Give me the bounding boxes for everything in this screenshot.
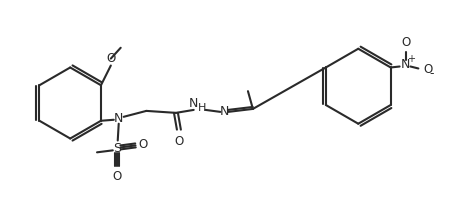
Text: O: O: [174, 135, 183, 147]
Text: N: N: [219, 105, 229, 118]
Text: N: N: [401, 58, 410, 71]
Text: N: N: [189, 97, 198, 110]
Text: O: O: [112, 170, 121, 183]
Text: S: S: [113, 142, 121, 155]
Text: O: O: [423, 63, 432, 76]
Text: O: O: [138, 138, 148, 151]
Text: +: +: [407, 54, 415, 64]
Text: O: O: [401, 36, 410, 49]
Text: N: N: [114, 112, 124, 125]
Text: H: H: [197, 103, 206, 113]
Text: O: O: [106, 52, 116, 64]
Text: -: -: [429, 67, 433, 80]
